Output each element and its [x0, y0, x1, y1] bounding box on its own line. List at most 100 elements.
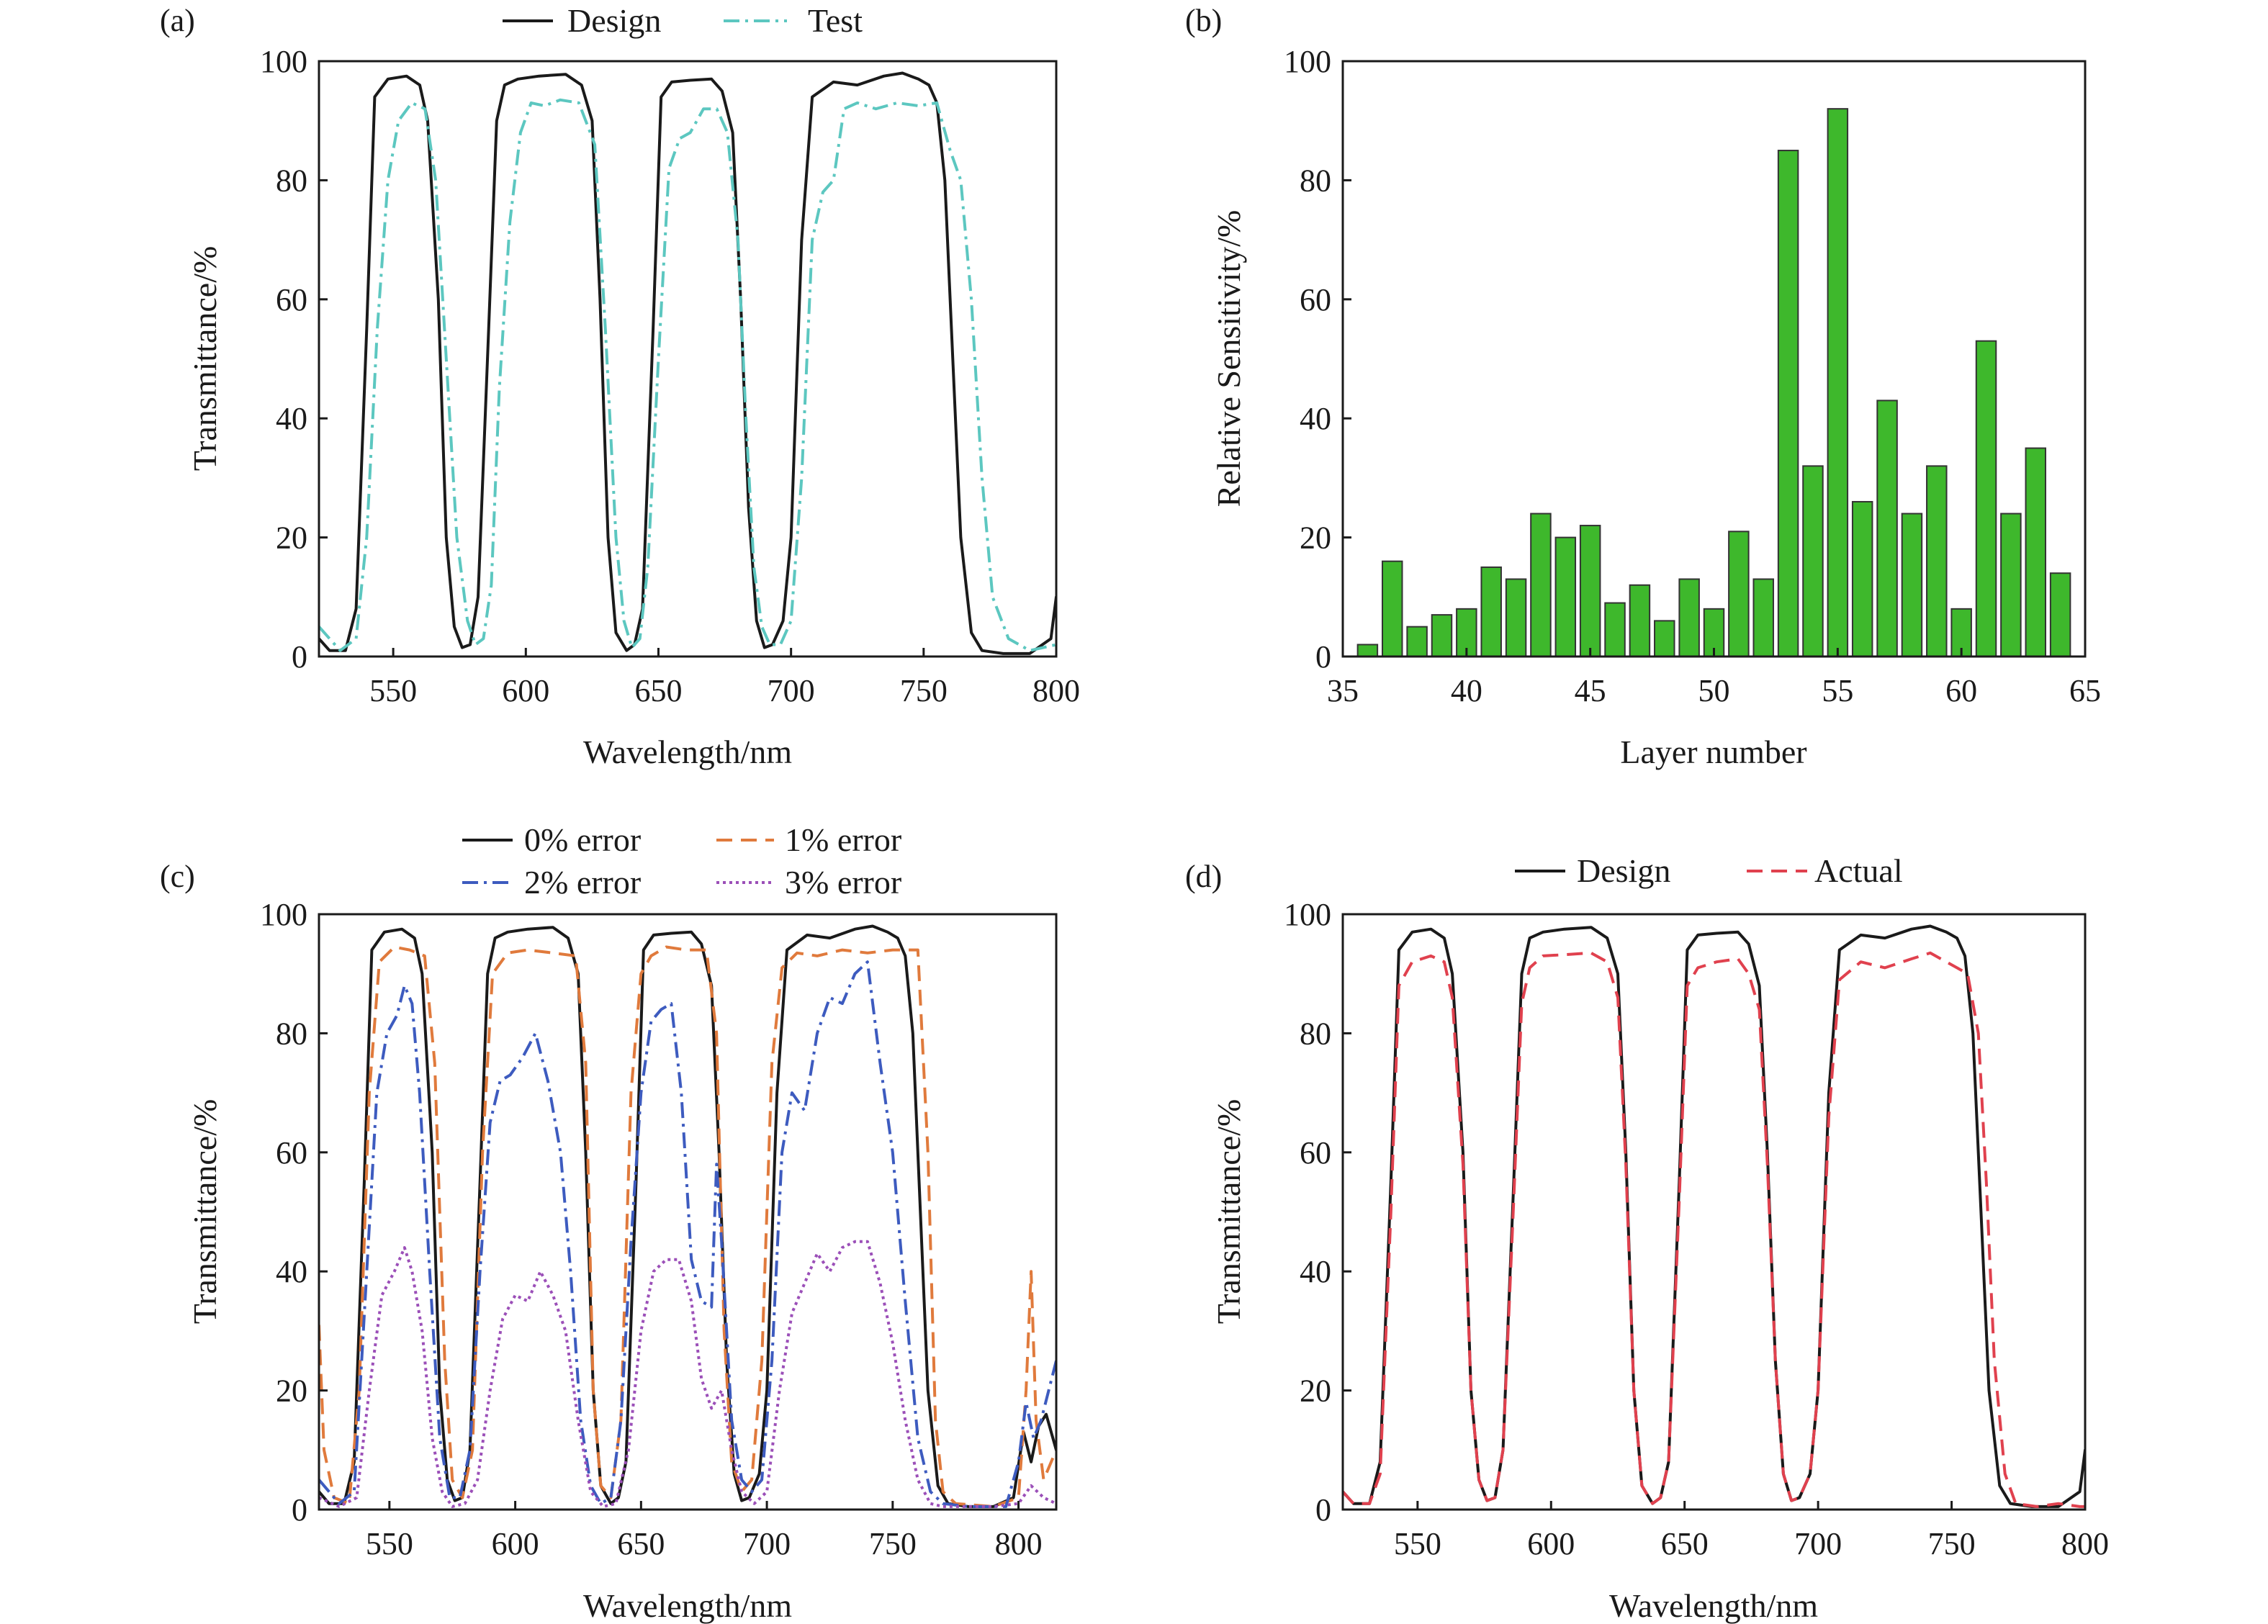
y-tick-label: 40	[1300, 1254, 1331, 1289]
x-axis-title-b: Layer number	[1620, 734, 1806, 770]
series-line-actual	[1343, 951, 2085, 1508]
series-line-design	[319, 71, 1056, 655]
bar-layer-43	[1530, 513, 1552, 657]
x-tick-label: 800	[1032, 673, 1080, 708]
legend-label-design-d: Design	[1577, 852, 1670, 889]
series-line-0-error	[319, 924, 1056, 1508]
series-line-2-error	[319, 960, 1056, 1508]
x-tick-label: 750	[900, 673, 948, 708]
x-tick-label: 700	[743, 1526, 791, 1561]
y-tick-label: 20	[1300, 1373, 1331, 1409]
plot-area-b	[1356, 108, 2071, 657]
legend-label-design-a: Design	[567, 2, 661, 39]
bar-layer-36	[1356, 644, 1379, 657]
bar-layer-45	[1579, 525, 1601, 657]
x-tick-label: 750	[869, 1526, 917, 1561]
legend-a: Design Test	[503, 2, 863, 39]
bar-layer-46	[1604, 602, 1626, 657]
legend-d: Design Actual	[1515, 852, 1903, 889]
plot-frame-b	[1341, 60, 2087, 658]
bar-layer-37	[1381, 560, 1403, 657]
plot-frame-c	[318, 913, 1058, 1511]
y-tick-label: 0	[1315, 639, 1331, 675]
y-axis-title-d: Transmittance/%	[1210, 1099, 1247, 1325]
y-tick-label: 80	[1300, 163, 1331, 198]
x-tick-label: 650	[634, 673, 682, 708]
plot-area-d	[1343, 924, 2085, 1508]
bar-layer-61	[1975, 340, 1997, 657]
bar-layer-44	[1554, 536, 1577, 657]
x-ticks-a: 550 600 650 700 750 800	[369, 648, 1080, 708]
bar-layer-54	[1802, 465, 1824, 657]
series-line-test	[319, 98, 1056, 652]
panel-label-a: (a)	[160, 3, 195, 38]
y-axis-title-c: Transmittance/%	[186, 1099, 223, 1325]
bar-layer-59	[1926, 465, 1948, 657]
bar-layer-60	[1950, 608, 1972, 657]
y-tick-label: 80	[276, 163, 307, 198]
y-tick-label: 0	[292, 1492, 307, 1528]
panel-a: (a) Design Test 550 600 650 700 750 800 0 20 40…	[160, 2, 1080, 770]
y-axis-title-b: Relative Sensitivity/%	[1210, 210, 1247, 508]
x-tick-label: 800	[995, 1526, 1043, 1561]
bar-layer-53	[1777, 150, 1799, 657]
x-tick-label: 600	[492, 1526, 539, 1561]
bar-layer-51	[1728, 531, 1750, 657]
x-tick-label: 600	[1527, 1526, 1575, 1561]
y-tick-label: 40	[276, 1254, 307, 1289]
bar-layer-41	[1480, 566, 1502, 657]
x-tick-label: 65	[2069, 673, 2101, 708]
legend-label-test-a: Test	[808, 2, 863, 39]
bar-layer-52	[1752, 578, 1774, 657]
y-tick-label: 60	[276, 282, 307, 317]
x-tick-label: 650	[617, 1526, 665, 1561]
x-tick-label: 40	[1451, 673, 1482, 708]
legend-label-err3-c: 3% error	[785, 864, 901, 901]
y-tick-label: 20	[1300, 520, 1331, 556]
x-ticks-d: 550 600 650 700 750 800	[1394, 1501, 2109, 1561]
y-ticks-d: 0 20 40 60 80 100	[1284, 897, 1351, 1528]
x-ticks-c: 550 600 650 700 750 800	[366, 1501, 1043, 1561]
panel-c: (c) 0% error 1% error 2% error 3% error …	[160, 821, 1058, 1624]
y-ticks-b: 0 20 40 60 80 100	[1284, 44, 1351, 675]
y-ticks-c: 0 20 40 60 80 100	[260, 897, 328, 1528]
x-tick-label: 550	[1394, 1526, 1441, 1561]
y-tick-label: 20	[276, 520, 307, 556]
x-tick-label: 550	[366, 1526, 413, 1561]
bar-layer-56	[1851, 500, 1873, 657]
legend-label-err0-c: 0% error	[524, 821, 641, 858]
x-axis-title-d: Wavelength/nm	[1609, 1587, 1818, 1624]
y-tick-label: 60	[1300, 1135, 1331, 1170]
y-tick-label: 60	[276, 1135, 307, 1170]
panel-label-b: (b)	[1185, 3, 1222, 38]
bar-layer-62	[2000, 513, 2022, 657]
bar-layer-55	[1827, 108, 1849, 657]
legend-c: 0% error 1% error 2% error 3% error	[462, 821, 901, 901]
y-tick-label: 40	[276, 401, 307, 436]
x-ticks-b: 35 40 45 50 55 60 65	[1327, 648, 2101, 708]
bar-layer-48	[1654, 620, 1675, 657]
plot-area-a	[319, 71, 1056, 655]
bar-layer-64	[2049, 572, 2071, 657]
plot-frame-a	[318, 60, 1058, 658]
y-tick-label: 20	[276, 1373, 307, 1409]
panel-d: (d) Design Actual 550 600 650 700 750 800 0 20…	[1185, 852, 2109, 1624]
panel-label-c: (c)	[160, 859, 195, 894]
legend-label-err1-c: 1% error	[785, 821, 901, 858]
plot-area-c	[319, 924, 1056, 1508]
bar-layer-63	[2025, 447, 2047, 657]
y-tick-label: 0	[292, 639, 307, 675]
bar-layer-57	[1876, 400, 1898, 657]
panel-b: (b) 35 40 45 50 55 60 65 0 20 40 60 80 100 Layer nu…	[1185, 3, 2101, 770]
x-axis-title-c: Wavelength/nm	[583, 1587, 792, 1624]
x-tick-label: 700	[1794, 1526, 1842, 1561]
y-tick-label: 80	[1300, 1016, 1331, 1051]
y-tick-label: 100	[260, 44, 307, 79]
x-axis-title-a: Wavelength/nm	[583, 734, 792, 770]
x-tick-label: 60	[1945, 673, 1977, 708]
y-ticks-a: 0 20 40 60 80 100	[260, 44, 328, 675]
x-tick-label: 45	[1575, 673, 1606, 708]
series-line-3-error	[319, 1240, 1056, 1508]
y-tick-label: 60	[1300, 282, 1331, 317]
